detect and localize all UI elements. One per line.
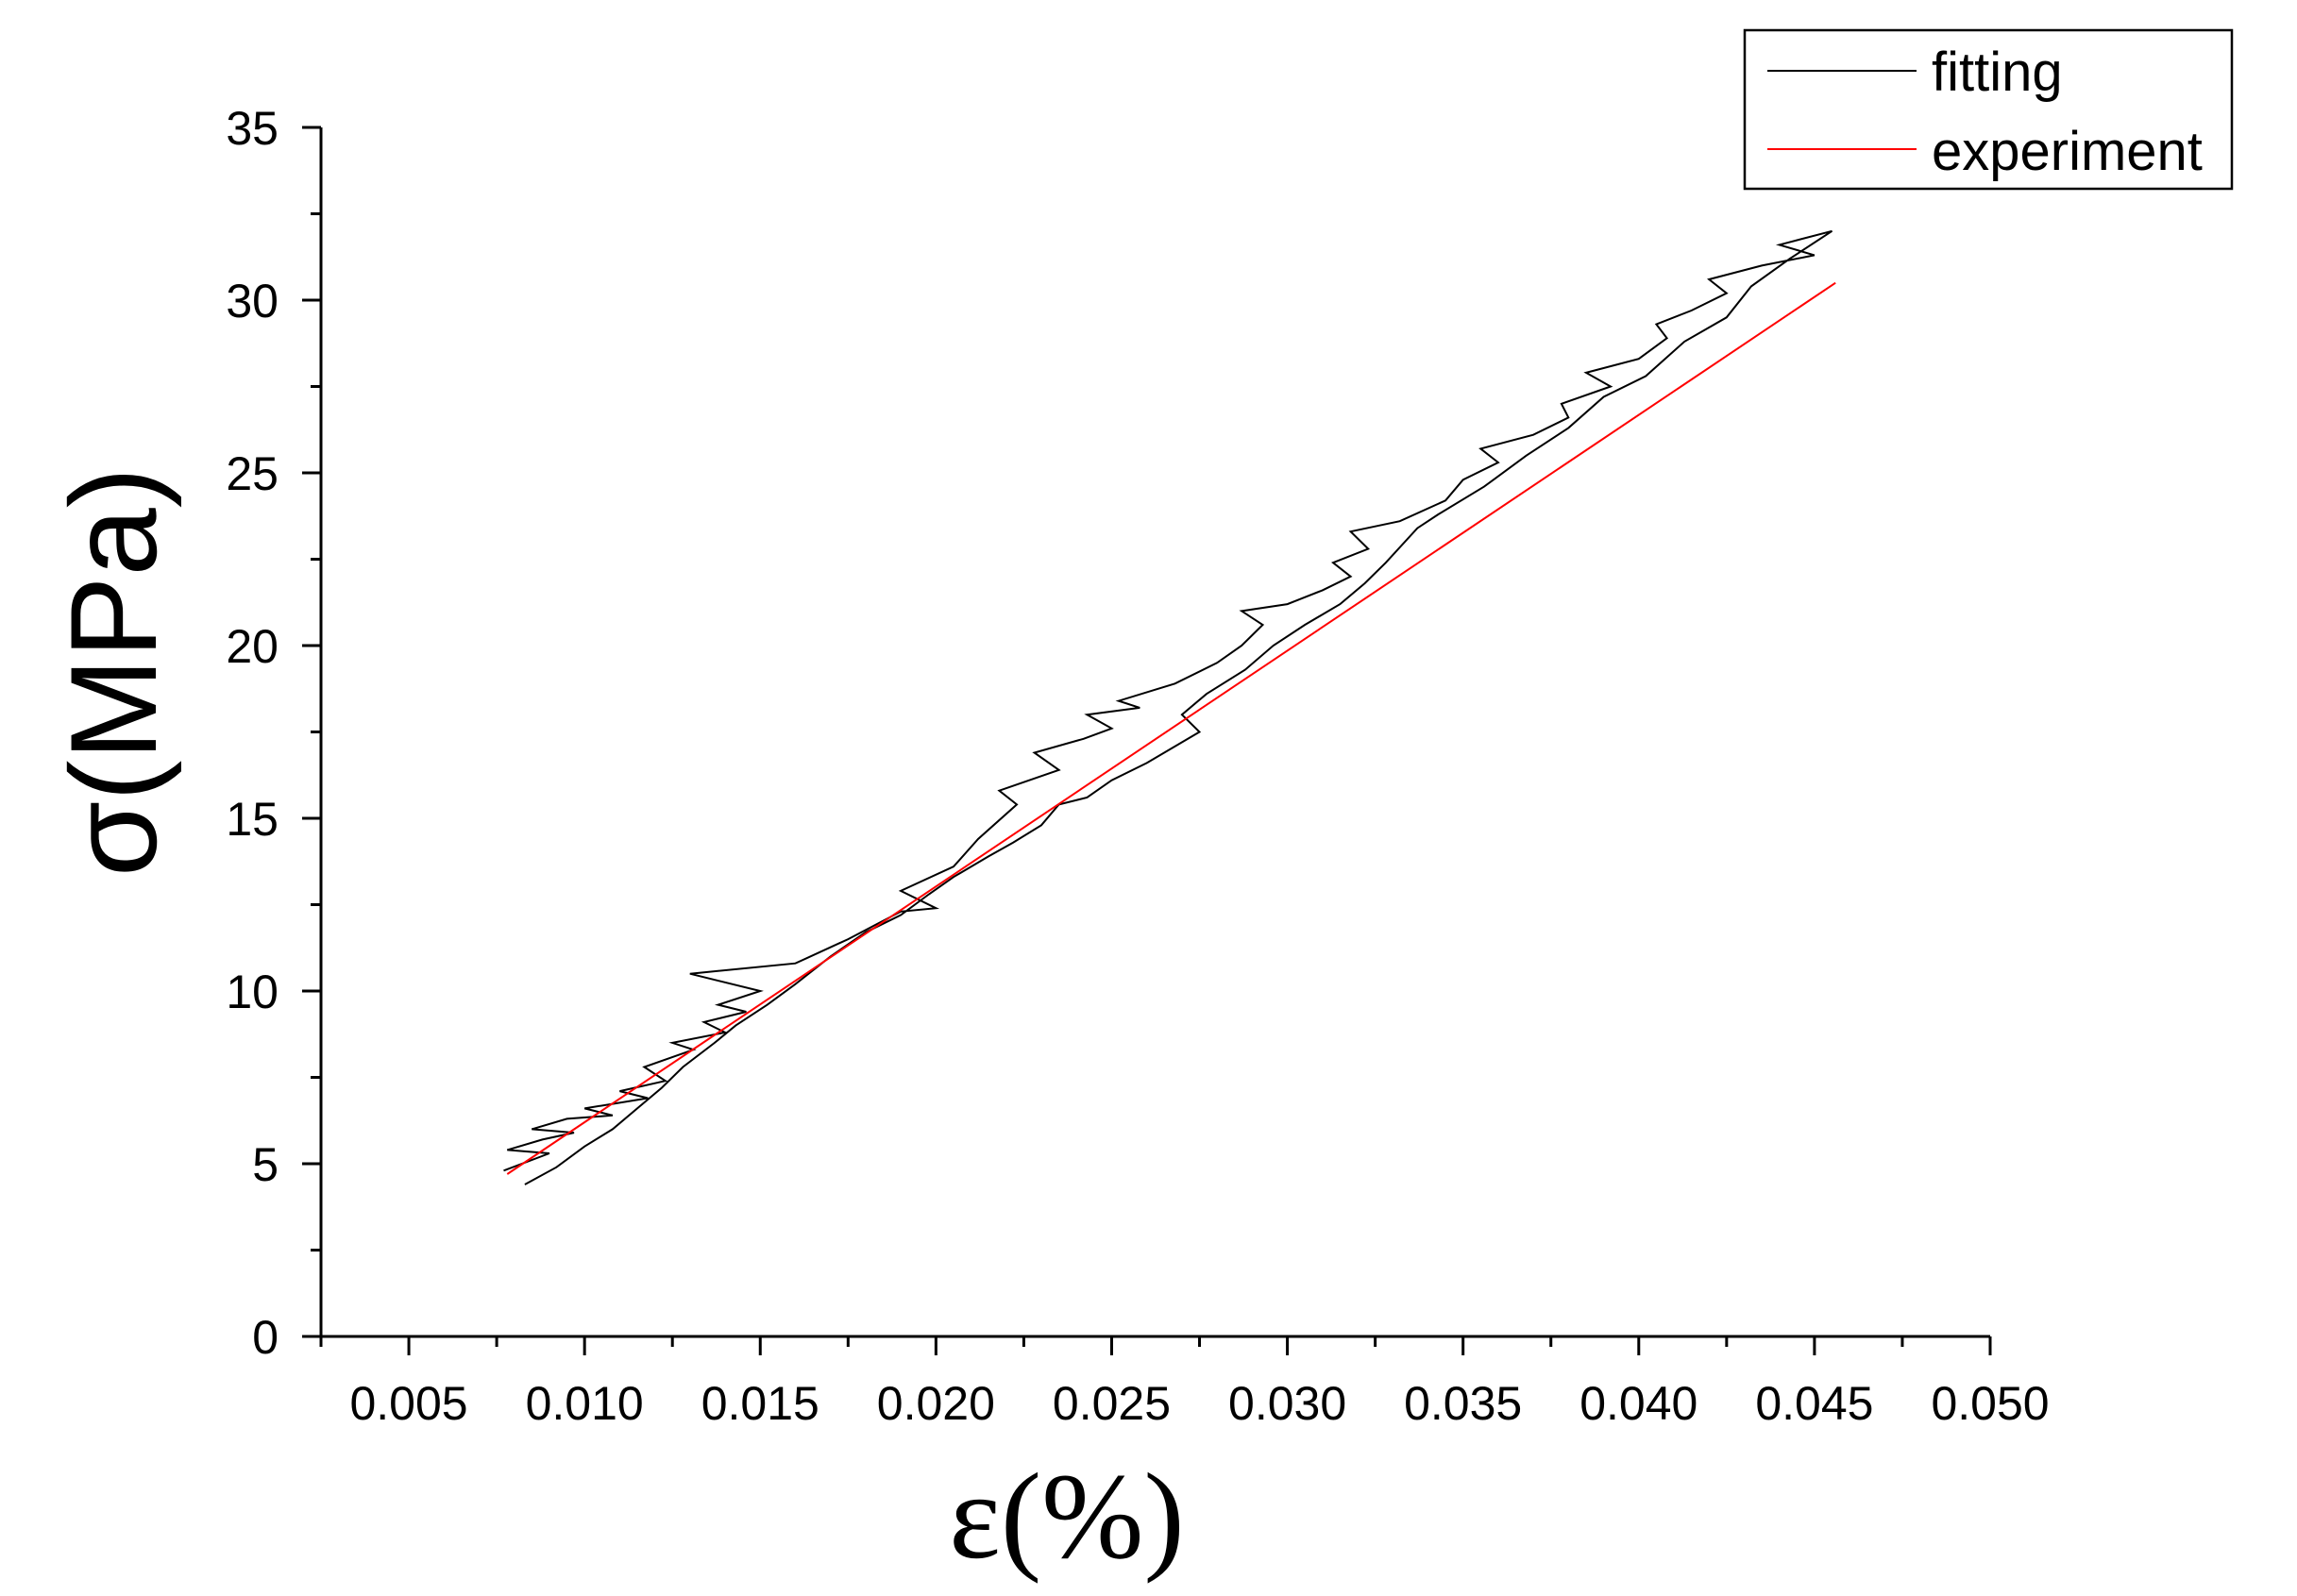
x-tick-label: 0.040 xyxy=(1579,1377,1697,1430)
y-tick-label: 35 xyxy=(226,102,279,155)
series-line-experiment xyxy=(506,281,1836,1175)
x-tick-label: 0.050 xyxy=(1931,1377,2049,1430)
y-tick-label: 30 xyxy=(226,275,279,328)
y-tick-label: 15 xyxy=(226,793,279,846)
y-tick-label: 5 xyxy=(252,1138,279,1191)
x-tick-label: 0.005 xyxy=(349,1377,467,1430)
legend-box xyxy=(1743,28,2234,191)
y-axis-title: σ(MPa) xyxy=(44,467,182,877)
series-line-fitting xyxy=(503,229,1833,1185)
legend: fitting experiment xyxy=(1743,28,2234,191)
x-tick-label: 0.025 xyxy=(1053,1377,1171,1430)
y-tick-label: 0 xyxy=(252,1311,279,1364)
legend-label-fitting: fitting xyxy=(1932,42,2063,103)
x-tick-label: 0.015 xyxy=(701,1377,819,1430)
y-tick-label: 25 xyxy=(226,447,279,500)
x-tick-label: 0.045 xyxy=(1755,1377,1873,1430)
x-tick-label: 0.035 xyxy=(1404,1377,1522,1430)
x-tick-label: 0.030 xyxy=(1228,1377,1346,1430)
y-tick-label: 10 xyxy=(226,966,279,1018)
y-axis-ticks: 0 5 10 15 20 25 30 35 xyxy=(226,102,321,1364)
x-tick-label: 0.010 xyxy=(526,1377,644,1430)
x-tick-label: 0.020 xyxy=(877,1377,995,1430)
y-tick-label: 20 xyxy=(226,620,279,673)
legend-label-experiment: experiment xyxy=(1932,121,2203,182)
series-layer xyxy=(503,229,1836,1185)
x-axis-ticks: 0.005 0.010 0.015 0.020 0.025 0.030 0.035 0.040… xyxy=(319,1336,2050,1430)
x-axis-title: ε(%) xyxy=(949,1449,1184,1585)
